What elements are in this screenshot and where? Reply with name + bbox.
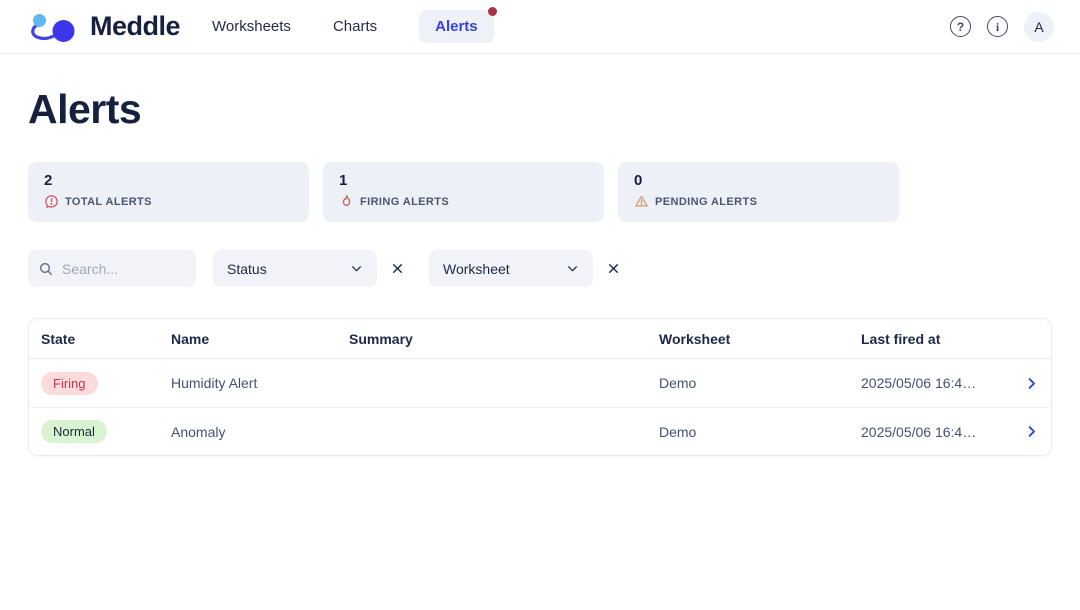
alert-name: Humidity Alert	[171, 375, 258, 391]
stat-label: FIRING ALERTS	[360, 195, 450, 208]
main-nav: Worksheets Charts Alerts	[212, 7, 497, 43]
search-icon	[38, 261, 54, 277]
table-header-row: State Name Summary Worksheet Last fired …	[29, 319, 1051, 359]
column-header-last-fired-at: Last fired at	[861, 330, 941, 347]
status-badge: Normal	[41, 420, 107, 443]
worksheet-filter-dropdown[interactable]: Worksheet	[429, 250, 593, 287]
column-header-state: State	[41, 330, 76, 347]
status-filter-dropdown[interactable]: Status	[213, 250, 377, 287]
status-filter-label: Status	[227, 260, 267, 277]
worksheet-filter-clear-icon[interactable]	[604, 260, 622, 278]
alert-circle-icon	[44, 194, 59, 209]
search-input[interactable]	[62, 260, 186, 277]
info-icon[interactable]: i	[987, 16, 1008, 37]
table-row[interactable]: Normal Anomaly Demo 2025/05/06 16:4…	[29, 407, 1051, 455]
nav-item-alerts-label: Alerts	[435, 18, 478, 35]
table-row[interactable]: Firing Humidity Alert Demo 2025/05/06 16…	[29, 359, 1051, 407]
column-header-name: Name	[171, 330, 210, 347]
help-icon[interactable]: ?	[950, 16, 971, 37]
stat-card-total-alerts: 2 TOTAL ALERTS	[28, 162, 309, 222]
stat-card-pending-alerts: 0 PENDING ALERTS	[618, 162, 899, 222]
page-title: Alerts	[28, 86, 142, 132]
chevron-down-icon	[350, 262, 363, 275]
brand-name: Meddle	[90, 11, 181, 41]
header-actions: ? i A	[950, 11, 1054, 42]
stat-value: 1	[339, 172, 348, 189]
alerts-page: Alerts 2 TOTAL ALERTS 1	[0, 86, 1080, 456]
alert-name: Anomaly	[171, 423, 226, 440]
alert-last-fired-at: 2025/05/06 16:4…	[861, 423, 977, 440]
nav-item-worksheets[interactable]: Worksheets	[212, 18, 291, 35]
status-filter-clear-icon[interactable]	[388, 260, 406, 278]
search-box[interactable]	[28, 250, 196, 287]
brand-logo-home[interactable]: Meddle	[26, 10, 181, 44]
stat-value: 2	[44, 172, 53, 189]
stats-cards: 2 TOTAL ALERTS 1	[28, 162, 1052, 222]
alert-worksheet: Demo	[659, 375, 697, 391]
warning-triangle-icon	[634, 194, 649, 209]
alert-last-fired-at: 2025/05/06 16:4…	[861, 375, 977, 391]
status-badge: Firing	[41, 371, 98, 395]
chevron-down-icon	[566, 262, 579, 275]
column-header-summary: Summary	[349, 330, 413, 347]
stat-card-firing-alerts: 1 FIRING ALERTS	[323, 162, 604, 222]
top-navigation-bar: Meddle Worksheets Charts Alerts ? i A	[0, 0, 1080, 54]
stat-label: PENDING ALERTS	[655, 195, 758, 208]
stat-label: TOTAL ALERTS	[65, 195, 152, 208]
filters-bar: Status Worksheet	[28, 250, 1052, 287]
nav-item-charts[interactable]: Charts	[332, 18, 378, 35]
alerts-table: State Name Summary Worksheet Last fired …	[28, 318, 1052, 456]
chevron-right-icon[interactable]	[1005, 424, 1039, 439]
meddle-logo-icon	[26, 10, 76, 44]
column-header-worksheet: Worksheet	[659, 330, 731, 347]
notification-dot	[487, 7, 497, 16]
flame-icon	[339, 194, 354, 209]
user-avatar[interactable]: A	[1024, 11, 1054, 42]
nav-item-alerts[interactable]: Alerts	[419, 7, 497, 43]
stat-value: 0	[634, 172, 643, 189]
alert-worksheet: Demo	[659, 423, 697, 440]
worksheet-filter-label: Worksheet	[443, 260, 510, 277]
chevron-right-icon[interactable]	[1005, 376, 1039, 391]
